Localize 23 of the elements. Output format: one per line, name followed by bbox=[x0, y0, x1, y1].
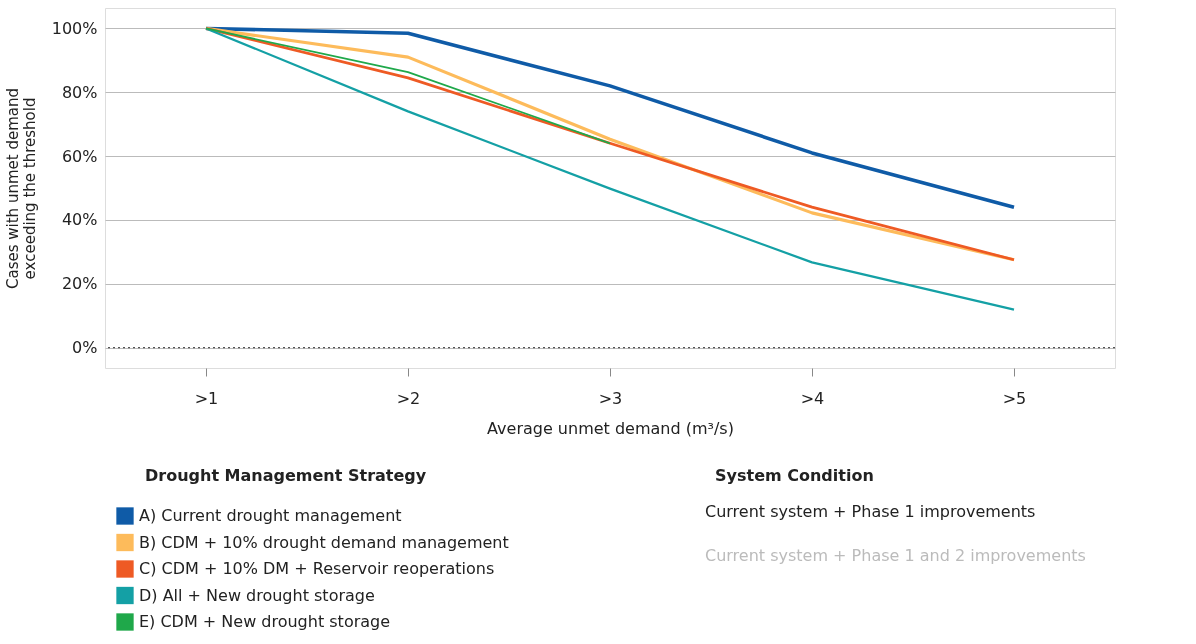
x-tick-label: >4 bbox=[800, 388, 825, 408]
line-series bbox=[204, 27, 1016, 311]
y-tick-label: 80% bbox=[61, 82, 98, 102]
text: System Condition bbox=[715, 466, 874, 485]
y-tick-label: 100% bbox=[51, 18, 98, 38]
text: Current system + Phase 1 and 2 improvements bbox=[705, 546, 1086, 565]
legend-label: C) CDM + 10% DM + Reservoir reoperations bbox=[139, 559, 495, 578]
legend-label: D) All + New drought storage bbox=[139, 585, 375, 605]
x-axis-title: Average unmet demand (m³/s) bbox=[487, 418, 734, 438]
y-tick-label: 20% bbox=[61, 274, 98, 294]
x-tick-label: >2 bbox=[396, 388, 421, 408]
legend-label: E) CDM + New drought storage bbox=[139, 612, 391, 631]
x-tick-label: >1 bbox=[194, 388, 219, 408]
x-tick-label: >3 bbox=[598, 388, 623, 408]
y-axis-title: Cases with unmet demand exceeding the threshold bbox=[3, 88, 39, 289]
legend-label: B) CDM + 10% drought demand management bbox=[139, 532, 509, 552]
y-tick-label: 40% bbox=[61, 210, 98, 230]
x-tick-label: >5 bbox=[1002, 388, 1027, 408]
legend-label: A) Current drought management bbox=[139, 506, 402, 525]
text: Current system + Phase 1 improvements bbox=[705, 502, 1036, 521]
legend-title: Drought Management Strategy bbox=[145, 466, 427, 485]
y-tick-label: 60% bbox=[61, 146, 98, 166]
y-tick-label: 0% bbox=[72, 338, 98, 358]
